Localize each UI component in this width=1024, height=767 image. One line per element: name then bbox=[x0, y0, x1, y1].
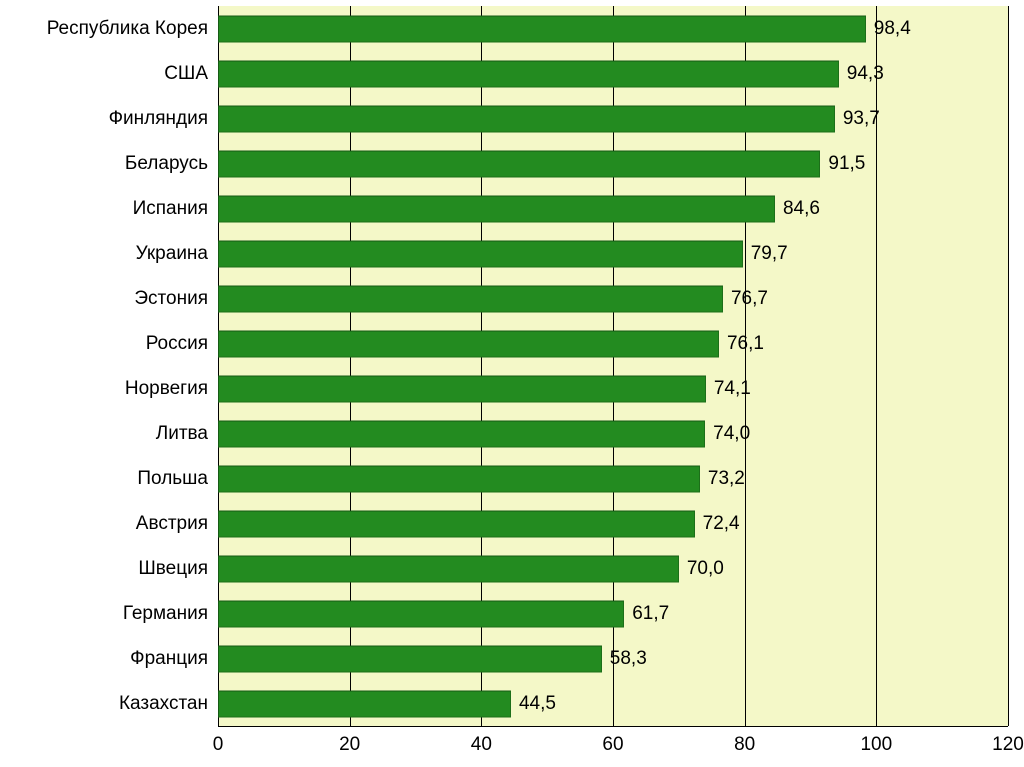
category-label: Польша bbox=[137, 468, 208, 490]
category-label: Казахстан bbox=[119, 693, 208, 715]
category-label: Швеция bbox=[138, 558, 208, 580]
bar bbox=[218, 690, 511, 717]
bar-row: Норвегия 74,1 bbox=[0, 366, 1024, 411]
bar-row: Франция 58,3 bbox=[0, 636, 1024, 681]
x-tick-label: 100 bbox=[860, 734, 892, 756]
x-tick-label: 60 bbox=[602, 734, 623, 756]
value-label: 70,0 bbox=[687, 558, 724, 580]
bar bbox=[218, 105, 835, 132]
category-label: Республика Корея bbox=[47, 18, 208, 40]
value-label: 98,4 bbox=[874, 18, 911, 40]
value-label: 72,4 bbox=[703, 513, 740, 535]
horizontal-bar-chart: 0 20 40 60 80 100 120 Республика Корея 98,4 США 94… bbox=[0, 0, 1024, 767]
value-label: 79,7 bbox=[751, 243, 788, 265]
x-tick-label: 20 bbox=[339, 734, 360, 756]
bar-row: Польша 73,2 bbox=[0, 456, 1024, 501]
bar bbox=[218, 330, 719, 357]
bar bbox=[218, 375, 706, 402]
bar bbox=[218, 420, 705, 447]
bar bbox=[218, 285, 723, 312]
x-tick-label: 0 bbox=[213, 734, 224, 756]
bar bbox=[218, 60, 839, 87]
bar-row: Республика Корея 98,4 bbox=[0, 6, 1024, 51]
value-label: 94,3 bbox=[847, 63, 884, 85]
value-label: 73,2 bbox=[708, 468, 745, 490]
bar-row: Украина 79,7 bbox=[0, 231, 1024, 276]
bar bbox=[218, 195, 775, 222]
category-label: Испания bbox=[133, 198, 208, 220]
value-label: 76,7 bbox=[731, 288, 768, 310]
bar-row: Австрия 72,4 bbox=[0, 501, 1024, 546]
x-tick-label: 40 bbox=[471, 734, 492, 756]
value-label: 91,5 bbox=[828, 153, 865, 175]
value-label: 61,7 bbox=[632, 603, 669, 625]
category-label: Финляндия bbox=[109, 108, 208, 130]
bar bbox=[218, 645, 602, 672]
bar bbox=[218, 240, 743, 267]
bar bbox=[218, 150, 820, 177]
bar-row: Финляндия 93,7 bbox=[0, 96, 1024, 141]
bar-row: Литва 74,0 bbox=[0, 411, 1024, 456]
category-label: Норвегия bbox=[125, 378, 208, 400]
bar-row: Германия 61,7 bbox=[0, 591, 1024, 636]
category-label: США bbox=[164, 63, 208, 85]
bar bbox=[218, 15, 866, 42]
value-label: 76,1 bbox=[727, 333, 764, 355]
bar bbox=[218, 555, 679, 582]
x-tick-label: 80 bbox=[734, 734, 755, 756]
bar-row: США 94,3 bbox=[0, 51, 1024, 96]
bar bbox=[218, 600, 624, 627]
bar-row: Беларусь 91,5 bbox=[0, 141, 1024, 186]
category-label: Россия bbox=[146, 333, 208, 355]
x-axis bbox=[218, 726, 1008, 727]
bar-row: Эстония 76,7 bbox=[0, 276, 1024, 321]
category-label: Франция bbox=[130, 648, 208, 670]
bar bbox=[218, 510, 695, 537]
value-label: 74,1 bbox=[714, 378, 751, 400]
value-label: 84,6 bbox=[783, 198, 820, 220]
category-label: Германия bbox=[123, 603, 208, 625]
bar-row: Испания 84,6 bbox=[0, 186, 1024, 231]
category-label: Эстония bbox=[134, 288, 208, 310]
category-label: Австрия bbox=[136, 513, 208, 535]
bar-row: Россия 76,1 bbox=[0, 321, 1024, 366]
value-label: 74,0 bbox=[713, 423, 750, 445]
value-label: 44,5 bbox=[519, 693, 556, 715]
bar-row: Казахстан 44,5 bbox=[0, 681, 1024, 726]
value-label: 93,7 bbox=[843, 108, 880, 130]
category-label: Беларусь bbox=[125, 153, 208, 175]
bar bbox=[218, 465, 700, 492]
category-label: Украина bbox=[136, 243, 208, 265]
value-label: 58,3 bbox=[610, 648, 647, 670]
category-label: Литва bbox=[156, 423, 208, 445]
x-tick-label: 120 bbox=[992, 734, 1024, 756]
bar-row: Швеция 70,0 bbox=[0, 546, 1024, 591]
